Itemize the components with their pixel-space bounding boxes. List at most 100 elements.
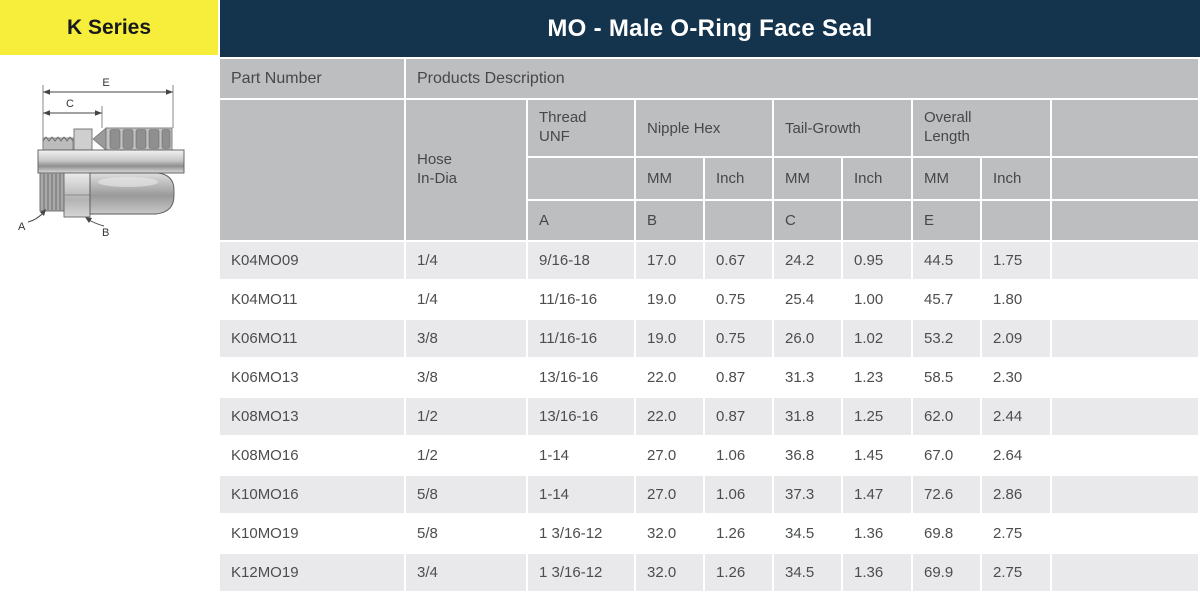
spec-table: Part Number Products Description Hose In…	[218, 57, 1200, 593]
length-inch-cell: 2.75	[982, 554, 1050, 591]
empty-cell	[1052, 242, 1199, 279]
table-row: K04MO11 1/4 11/16-16 19.0 0.75 25.4 1.00…	[220, 281, 1199, 318]
dimension-e: E	[43, 77, 173, 95]
empty-cell	[1052, 554, 1199, 591]
spec-table-header: Part Number Products Description Hose In…	[220, 59, 1199, 240]
hex-mm-header: MM	[636, 158, 703, 199]
empty-cell	[1052, 359, 1199, 396]
empty-cell	[1052, 281, 1199, 318]
length-inch-header: Inch	[982, 158, 1050, 199]
tail-inch-cell: 1.45	[843, 437, 911, 474]
hose-in-dia-header: Hose In-Dia	[406, 100, 526, 240]
fitting-top-section	[42, 127, 173, 151]
length-inch-cell: 2.09	[982, 320, 1050, 357]
hex-mm-cell: 17.0	[636, 242, 703, 279]
dim-a-header: A	[528, 201, 634, 240]
thread-cell: 1-14	[528, 437, 634, 474]
table-row: K08MO13 1/2 13/16-16 22.0 0.87 31.8 1.25…	[220, 398, 1199, 435]
fitting-barrel	[37, 149, 185, 174]
products-description-header: Products Description	[406, 59, 1199, 98]
length-mm-cell: 45.7	[913, 281, 980, 318]
thread-cell: 13/16-16	[528, 359, 634, 396]
fitting-lower-section	[39, 172, 175, 218]
hex-inch-cell: 0.75	[705, 281, 772, 318]
hex-inch-header: Inch	[705, 158, 772, 199]
length-mm-header: MM	[913, 158, 980, 199]
hose-cell: 5/8	[406, 515, 526, 552]
length-mm-cell: 69.8	[913, 515, 980, 552]
tail-inch-cell: 1.00	[843, 281, 911, 318]
thread-cell: 1-14	[528, 476, 634, 513]
length-mm-cell: 53.2	[913, 320, 980, 357]
part-number-cell: K04MO09	[220, 242, 404, 279]
empty-unit-cell	[1052, 158, 1199, 199]
tail-mm-cell: 24.2	[774, 242, 841, 279]
hex-inch-cell: 0.87	[705, 398, 772, 435]
hex-mm-cell: 19.0	[636, 320, 703, 357]
empty-cell	[1052, 515, 1199, 552]
tail-growth-header: Tail-Growth	[774, 100, 911, 156]
part-number-cell: K06MO11	[220, 320, 404, 357]
fitting-diagram-svg: E C	[18, 77, 185, 239]
part-number-spacer-cell	[220, 100, 404, 240]
series-label: K Series	[66, 15, 152, 39]
tail-mm-cell: 25.4	[774, 281, 841, 318]
hex-inch-cell: 0.87	[705, 359, 772, 396]
part-number-cell: K12MO19	[220, 554, 404, 591]
hex-mm-cell: 27.0	[636, 476, 703, 513]
empty-cell	[1052, 398, 1199, 435]
part-number-cell: K08MO13	[220, 398, 404, 435]
length-inch-cell: 1.80	[982, 281, 1050, 318]
tail-mm-cell: 34.5	[774, 554, 841, 591]
thread-cell: 13/16-16	[528, 398, 634, 435]
length-mm-cell: 44.5	[913, 242, 980, 279]
dim-b-header: B	[636, 201, 703, 240]
empty-cell	[1052, 437, 1199, 474]
hex-inch-cell: 1.06	[705, 476, 772, 513]
hex-mm-cell: 32.0	[636, 515, 703, 552]
dim-c-header: C	[774, 201, 841, 240]
hex-inch-cell: 1.26	[705, 554, 772, 591]
empty-dim-cell	[982, 201, 1050, 240]
thread-cell: 1 3/16-12	[528, 554, 634, 591]
dim-e-header: E	[913, 201, 980, 240]
thread-unf-header: Thread UNF	[528, 100, 634, 156]
length-inch-cell: 2.64	[982, 437, 1050, 474]
dim-label-c: C	[66, 98, 74, 110]
empty-dim-cell	[1052, 201, 1199, 240]
empty-unit-cell	[528, 158, 634, 199]
empty-cell	[1052, 476, 1199, 513]
hose-cell: 3/4	[406, 554, 526, 591]
hex-mm-cell: 19.0	[636, 281, 703, 318]
dim-label-a: A	[18, 221, 26, 233]
hex-inch-cell: 0.75	[705, 320, 772, 357]
part-number-cell: K10MO19	[220, 515, 404, 552]
tail-inch-cell: 1.25	[843, 398, 911, 435]
empty-dim-cell	[843, 201, 911, 240]
empty-cell	[1052, 320, 1199, 357]
part-number-header: Part Number	[220, 59, 404, 98]
thread-cell: 9/16-18	[528, 242, 634, 279]
page-title: MO - Male O-Ring Face Seal	[547, 14, 873, 42]
hose-cell: 5/8	[406, 476, 526, 513]
empty-dim-cell	[705, 201, 772, 240]
tail-inch-cell: 1.47	[843, 476, 911, 513]
dim-label-e: E	[102, 77, 109, 89]
length-mm-cell: 62.0	[913, 398, 980, 435]
tail-inch-cell: 0.95	[843, 242, 911, 279]
nipple-hex-header: Nipple Hex	[636, 100, 772, 156]
length-inch-cell: 2.44	[982, 398, 1050, 435]
length-inch-cell: 2.30	[982, 359, 1050, 396]
part-number-cell: K04MO11	[220, 281, 404, 318]
length-mm-cell: 72.6	[913, 476, 980, 513]
callout-a: A	[18, 209, 46, 233]
thread-cell: 11/16-16	[528, 281, 634, 318]
hex-inch-cell: 0.67	[705, 242, 772, 279]
dimension-c: C	[43, 98, 102, 116]
callout-b: B	[85, 217, 109, 239]
table-row: K12MO19 3/4 1 3/16-12 32.0 1.26 34.5 1.3…	[220, 554, 1199, 591]
overall-length-header: Overall Length	[913, 100, 1050, 156]
thread-cell: 1 3/16-12	[528, 515, 634, 552]
part-number-cell: K08MO16	[220, 437, 404, 474]
